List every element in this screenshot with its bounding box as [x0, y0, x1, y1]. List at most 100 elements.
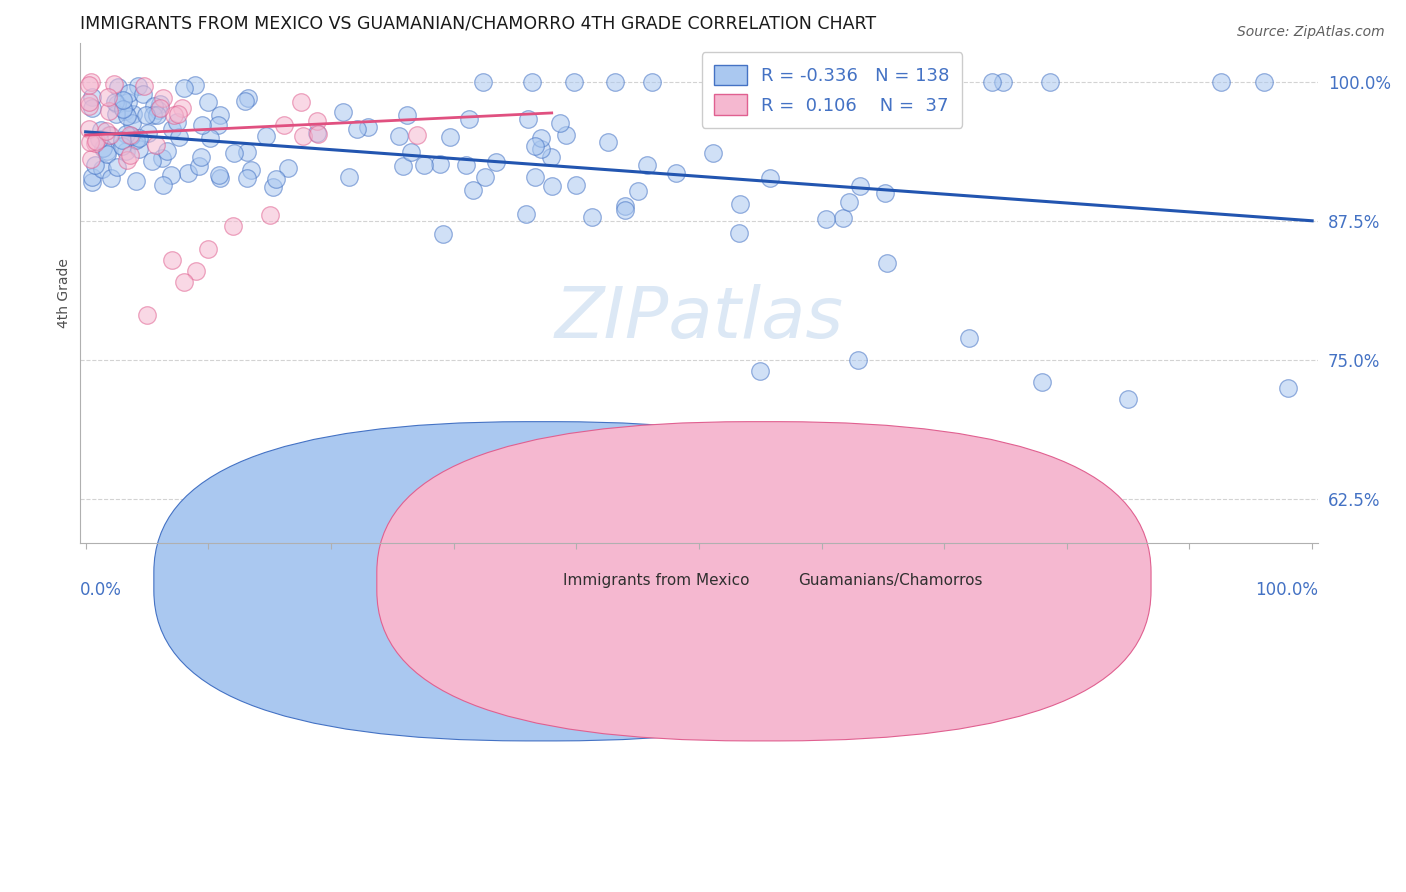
Text: Guamanians/Chamorros: Guamanians/Chamorros	[799, 574, 983, 589]
Point	[152, 178, 174, 193]
Point	[207, 119, 229, 133]
Point	[80, 75, 103, 89]
Point	[87, 132, 110, 146]
Point	[124, 174, 146, 188]
Point	[471, 75, 494, 89]
Point	[149, 101, 172, 115]
Point	[172, 101, 194, 115]
Point	[876, 256, 898, 270]
Point	[79, 95, 101, 110]
Point	[540, 150, 562, 164]
Point	[838, 195, 860, 210]
Point	[399, 145, 422, 159]
Point	[80, 101, 103, 115]
Point	[456, 158, 478, 172]
Point	[128, 143, 150, 157]
Point	[142, 99, 165, 113]
Point	[173, 275, 195, 289]
Point	[749, 364, 772, 378]
Text: ZIPatlas: ZIPatlas	[554, 284, 844, 352]
Point	[387, 128, 409, 143]
Point	[208, 108, 231, 122]
Point	[97, 90, 120, 104]
Point	[104, 95, 127, 110]
Point	[79, 135, 101, 149]
Point	[105, 97, 128, 112]
Y-axis label: 4th Grade: 4th Grade	[58, 258, 72, 328]
Point	[156, 145, 179, 159]
Point	[614, 199, 637, 213]
Point	[332, 105, 354, 120]
Point	[80, 169, 103, 184]
Point	[474, 170, 496, 185]
Point	[957, 330, 980, 344]
Point	[395, 108, 418, 122]
Point	[136, 308, 159, 322]
Point	[515, 207, 537, 221]
Point	[208, 168, 231, 182]
Point	[118, 148, 141, 162]
Point	[120, 128, 142, 143]
Point	[188, 159, 211, 173]
Point	[121, 115, 143, 129]
Point	[222, 219, 245, 234]
Point	[305, 126, 328, 140]
Text: IMMIGRANTS FROM MEXICO VS GUAMANIAN/CHAMORRO 4TH GRADE CORRELATION CHART: IMMIGRANTS FROM MEXICO VS GUAMANIAN/CHAM…	[80, 15, 876, 33]
FancyBboxPatch shape	[153, 422, 928, 741]
Point	[292, 128, 315, 143]
Point	[115, 144, 138, 158]
Point	[873, 186, 896, 201]
Point	[356, 120, 378, 134]
Point	[96, 147, 118, 161]
Point	[163, 108, 186, 122]
Point	[236, 171, 259, 186]
Point	[728, 226, 751, 240]
Point	[346, 121, 368, 136]
Point	[848, 179, 870, 194]
Point	[146, 103, 169, 117]
Point	[197, 242, 219, 256]
Point	[79, 121, 101, 136]
Point	[160, 252, 183, 267]
Point	[664, 166, 686, 180]
Point	[128, 131, 150, 145]
Point	[115, 128, 138, 142]
Point	[1116, 392, 1139, 406]
Point	[562, 75, 585, 89]
Point	[162, 122, 184, 136]
Point	[107, 80, 129, 95]
Point	[541, 179, 564, 194]
Point	[198, 131, 221, 145]
Point	[121, 106, 143, 120]
Point	[152, 91, 174, 105]
Point	[94, 123, 117, 137]
Point	[524, 169, 547, 184]
FancyBboxPatch shape	[377, 422, 1152, 741]
Text: 100.0%: 100.0%	[1256, 581, 1319, 599]
Point	[581, 210, 603, 224]
Point	[1031, 375, 1053, 389]
Point	[236, 145, 259, 159]
Point	[114, 103, 136, 118]
Point	[118, 86, 141, 100]
Point	[96, 144, 118, 158]
Point	[524, 139, 547, 153]
Point	[235, 94, 257, 108]
Point	[142, 108, 165, 122]
Point	[564, 178, 586, 192]
Point	[84, 158, 107, 172]
Point	[429, 157, 451, 171]
Point	[136, 126, 159, 140]
Point	[90, 122, 112, 136]
Point	[1209, 75, 1232, 89]
Point	[758, 75, 780, 89]
Point	[98, 103, 121, 118]
Point	[702, 145, 724, 160]
Point	[191, 118, 214, 132]
Point	[832, 211, 855, 225]
Point	[1253, 75, 1275, 89]
Point	[530, 142, 553, 156]
Point	[111, 102, 134, 116]
Point	[80, 175, 103, 189]
Point	[262, 180, 284, 194]
